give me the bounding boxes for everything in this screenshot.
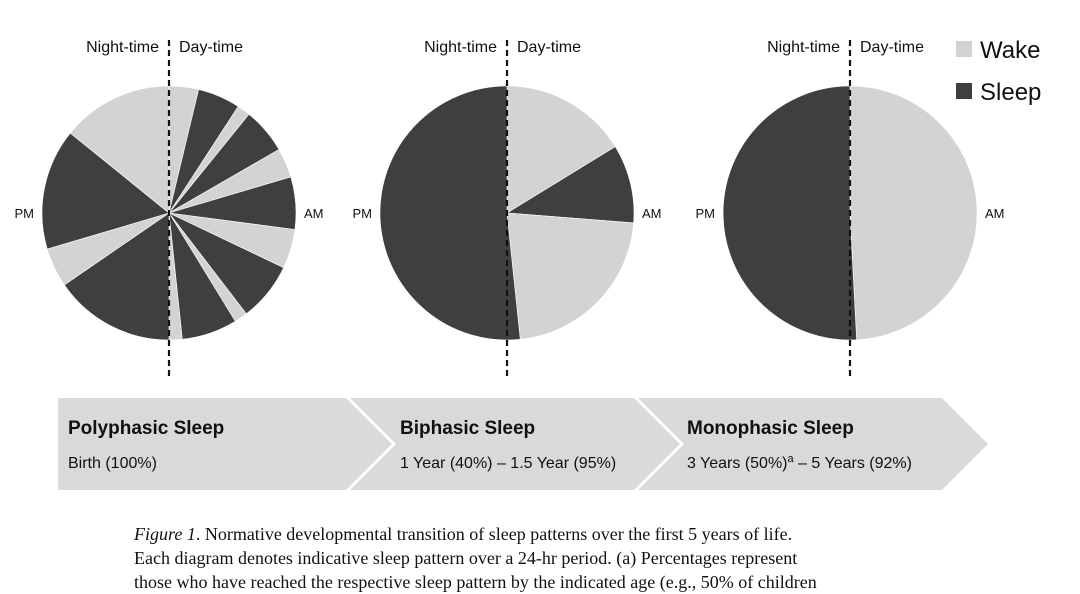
am-label: AM bbox=[642, 206, 662, 221]
stage-title-polyphasic: Polyphasic Sleep bbox=[68, 418, 224, 439]
pie-monophasic-segment-wake bbox=[849, 85, 978, 341]
stage-arrow-biphasic bbox=[350, 398, 680, 490]
legend-wake-swatch bbox=[956, 41, 972, 57]
day-time-label: Day-time bbox=[179, 39, 243, 56]
stage-arrows: Polyphasic Sleep Birth (100%) Biphasic S… bbox=[58, 398, 988, 490]
caption-line-2: Each diagram denotes indicative sleep pa… bbox=[134, 548, 798, 568]
legend: Wake Sleep bbox=[956, 37, 1041, 106]
pie-biphasic-segment-sleep bbox=[379, 85, 521, 341]
day-time-label: Day-time bbox=[860, 39, 924, 56]
stage-title-monophasic: Monophasic Sleep bbox=[687, 418, 854, 439]
am-label: AM bbox=[985, 206, 1005, 221]
stage-subtitle-biphasic: 1 Year (40%) – 1.5 Year (95%) bbox=[400, 455, 616, 472]
caption-line-3: those who have reached the respective sl… bbox=[134, 572, 817, 592]
caption-line-1: Figure 1. Normative developmental transi… bbox=[134, 522, 934, 546]
pie-biphasic-segment-sleep bbox=[506, 146, 635, 224]
sleep-pattern-figure: Night-time Day-time AM PM Night-time Day-time… bbox=[15, 37, 1041, 490]
stage-subtitle-polyphasic: Birth (100%) bbox=[68, 455, 157, 472]
caption-line-1-text: . Normative developmental transition of … bbox=[195, 524, 793, 544]
caption-figure-label: Figure 1 bbox=[134, 524, 196, 544]
figure-caption: Figure 1. Normative developmental transi… bbox=[134, 522, 934, 594]
pm-label: PM bbox=[15, 206, 35, 221]
pie-polyphasic-segment-sleep bbox=[63, 212, 170, 341]
pie-biphasic: Night-time Day-time AM PM bbox=[353, 39, 662, 376]
night-time-label: Night-time bbox=[424, 39, 497, 56]
pm-label: PM bbox=[353, 206, 373, 221]
pie-monophasic: Night-time Day-time AM PM bbox=[696, 39, 1005, 376]
pie-polyphasic: Night-time Day-time AM PM bbox=[15, 39, 324, 376]
legend-wake-label: Wake bbox=[980, 37, 1040, 64]
pie-biphasic-segment-wake bbox=[506, 212, 634, 340]
day-time-label: Day-time bbox=[517, 39, 581, 56]
pm-label: PM bbox=[696, 206, 716, 221]
stage-subtitle-monophasic: 3 Years (50%)a – 5 Years (92%) bbox=[687, 453, 912, 472]
stage-subtitle-monophasic-start: 3 Years (50%) bbox=[687, 455, 788, 472]
stage-subtitle-monophasic-end: – 5 Years (92%) bbox=[794, 455, 912, 472]
pie-polyphasic-segment-wake bbox=[69, 85, 170, 214]
am-label: AM bbox=[304, 206, 324, 221]
pie-polyphasic-segment-sleep bbox=[41, 132, 170, 250]
pie-monophasic-segment-sleep bbox=[722, 85, 857, 341]
night-time-label: Night-time bbox=[86, 39, 159, 56]
pie-biphasic-segment-wake bbox=[506, 85, 616, 214]
legend-sleep-label: Sleep bbox=[980, 79, 1041, 106]
night-time-label: Night-time bbox=[767, 39, 840, 56]
legend-sleep-swatch bbox=[956, 83, 972, 99]
pie-charts: Night-time Day-time AM PM Night-time Day-time… bbox=[15, 39, 1005, 376]
stage-subtitle-monophasic-footnote: a bbox=[788, 453, 795, 465]
stage-arrow-polyphasic bbox=[58, 398, 392, 490]
stage-arrow-monophasic bbox=[638, 398, 988, 490]
stage-title-biphasic: Biphasic Sleep bbox=[400, 418, 535, 439]
